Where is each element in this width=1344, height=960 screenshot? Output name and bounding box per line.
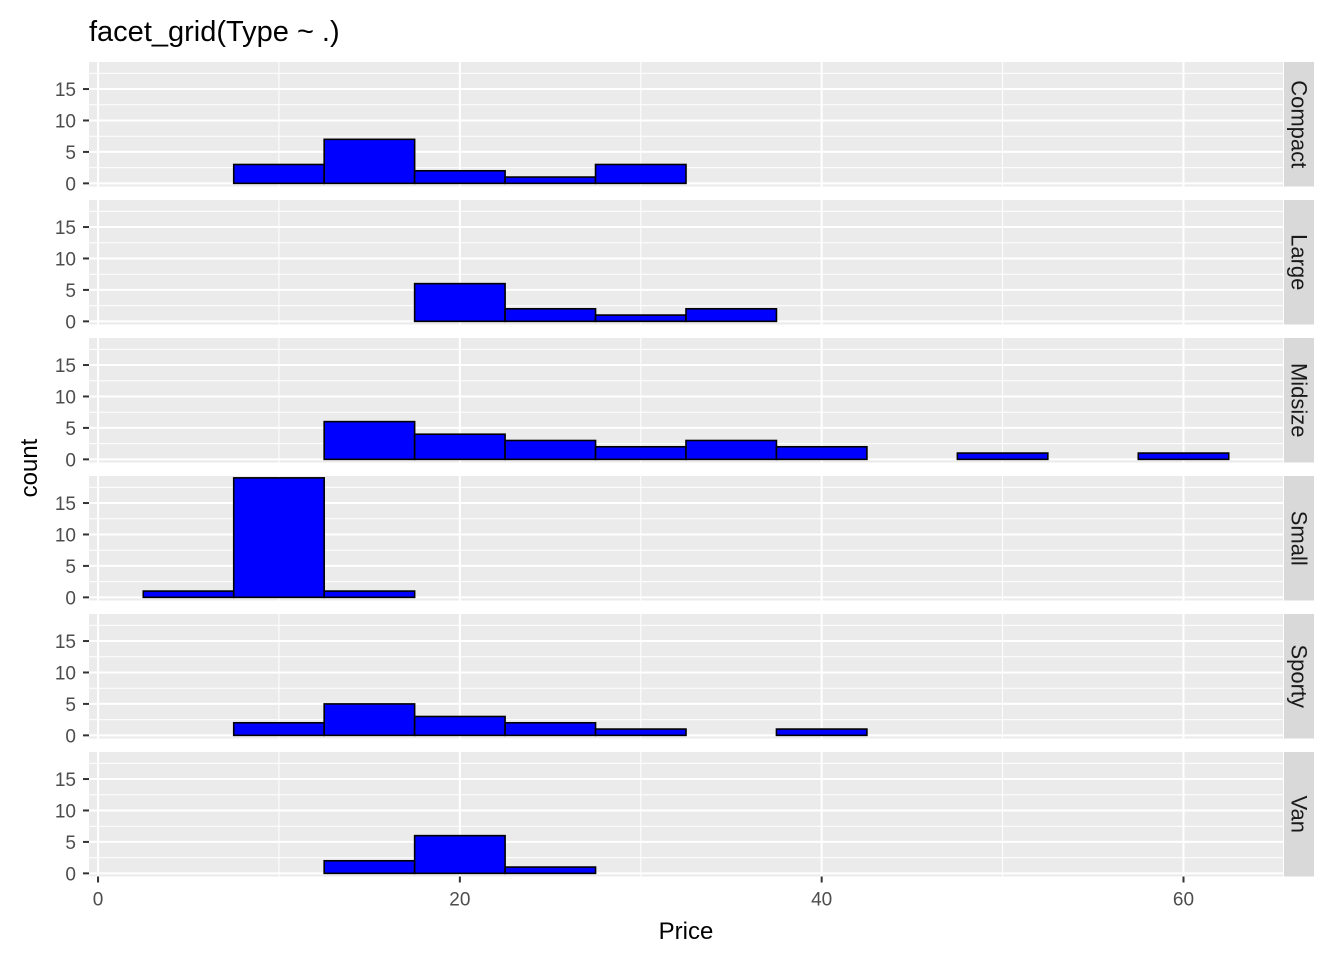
bar-midsize-11 (1137, 452, 1230, 461)
bar-van-4 (504, 866, 597, 875)
x-tick-label: 20 (449, 890, 470, 911)
y-tick-label: 0 (65, 174, 76, 195)
y-tick-label: 5 (65, 419, 76, 440)
y-tick-label: 15 (55, 80, 76, 101)
strip-label: Midsize (1287, 363, 1312, 438)
facet-panel-midsize: 0 5 10 15 Midsize (55, 338, 1314, 471)
panel-background (89, 614, 1283, 739)
panel-background (89, 752, 1283, 877)
bar-midsize-2 (323, 420, 416, 461)
strip-background (1284, 338, 1314, 463)
y-tick-label: 5 (65, 281, 76, 302)
facet-panel-small: 0 5 10 15 Small (55, 476, 1314, 609)
y-tick-label: 15 (55, 770, 76, 791)
x-axis: 0 20 40 60 (93, 876, 1194, 911)
bar-midsize-6 (685, 439, 778, 461)
strip-background (1284, 476, 1314, 601)
bar-midsize-4 (504, 439, 597, 461)
x-axis-title: Price (659, 918, 714, 945)
bar-sporty-7 (775, 728, 868, 737)
bar-compact-4 (504, 176, 597, 185)
plot-title: facet_grid(Type ~ .) (89, 16, 340, 48)
y-tick-label: 0 (65, 864, 76, 885)
bar-van-2 (323, 859, 416, 875)
facet-panel-van: 0 5 10 15 Van (55, 752, 1314, 885)
strip-label: Small (1287, 511, 1312, 566)
bar-sporty-1 (232, 721, 325, 737)
y-axis-title: count (16, 438, 43, 497)
y-tick-label: 15 (55, 356, 76, 377)
bar-large-3 (413, 282, 506, 323)
x-tick-label: 0 (93, 890, 104, 911)
y-tick-label: 10 (55, 663, 76, 684)
y-tick-label: 15 (55, 494, 76, 515)
strip-background (1284, 614, 1314, 739)
y-tick-label: 0 (65, 726, 76, 747)
panel-background (89, 200, 1283, 325)
bar-compact-3 (413, 169, 506, 185)
bar-compact-5 (594, 163, 687, 185)
bar-sporty-3 (413, 715, 506, 737)
facet-panel-sporty: 0 5 10 15 Sporty (55, 614, 1314, 747)
y-tick-label: 5 (65, 695, 76, 716)
bar-large-5 (594, 314, 687, 323)
bar-large-4 (504, 307, 597, 323)
y-tick-label: 10 (55, 111, 76, 132)
bar-sporty-5 (594, 728, 687, 737)
y-tick-label: 15 (55, 218, 76, 239)
x-tick-label: 60 (1173, 890, 1194, 911)
facet-panels: 0 5 10 15 Compact 0 5 10 15 Large 0 5 10 15 Midsize 0 5 1… (55, 62, 1314, 885)
facet-panel-compact: 0 5 10 15 Compact (55, 62, 1314, 195)
bar-midsize-5 (594, 445, 687, 461)
bar-compact-1 (232, 163, 325, 185)
strip-background (1284, 62, 1314, 187)
bar-sporty-2 (323, 703, 416, 737)
strip-background (1284, 200, 1314, 325)
y-tick-label: 0 (65, 450, 76, 471)
y-tick-label: 5 (65, 833, 76, 854)
x-tick-label: 40 (811, 890, 832, 911)
y-tick-label: 5 (65, 557, 76, 578)
bar-midsize-7 (775, 445, 868, 461)
strip-label: Compact (1287, 80, 1312, 168)
y-tick-label: 5 (65, 143, 76, 164)
y-tick-label: 10 (55, 249, 76, 270)
bar-midsize-3 (413, 433, 506, 461)
facet-panel-large: 0 5 10 15 Large (55, 200, 1314, 333)
y-tick-label: 0 (65, 588, 76, 609)
bar-small-0 (142, 590, 235, 599)
bar-van-3 (413, 834, 506, 875)
y-tick-label: 10 (55, 525, 76, 546)
y-tick-label: 0 (65, 312, 76, 333)
bar-large-6 (685, 307, 778, 323)
bar-small-2 (323, 590, 416, 599)
strip-label: Sporty (1287, 644, 1312, 708)
y-tick-label: 10 (55, 801, 76, 822)
strip-label: Large (1287, 234, 1312, 290)
bar-sporty-4 (504, 721, 597, 737)
y-tick-label: 10 (55, 387, 76, 408)
bar-small-1 (232, 477, 325, 599)
y-tick-label: 15 (55, 632, 76, 653)
bar-midsize-9 (956, 452, 1049, 461)
strip-background (1284, 752, 1314, 877)
strip-label: Van (1287, 795, 1312, 833)
bar-compact-2 (323, 138, 416, 185)
